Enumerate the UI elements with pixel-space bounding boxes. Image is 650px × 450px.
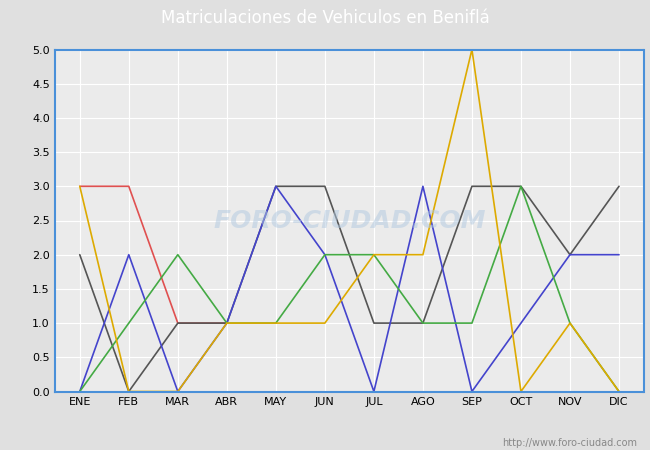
Text: http://www.foro-ciudad.com: http://www.foro-ciudad.com [502, 438, 637, 448]
Text: FORO-CIUDAD.COM: FORO-CIUDAD.COM [213, 208, 486, 233]
Text: Matriculaciones de Vehiculos en Beniflá: Matriculaciones de Vehiculos en Beniflá [161, 9, 489, 27]
